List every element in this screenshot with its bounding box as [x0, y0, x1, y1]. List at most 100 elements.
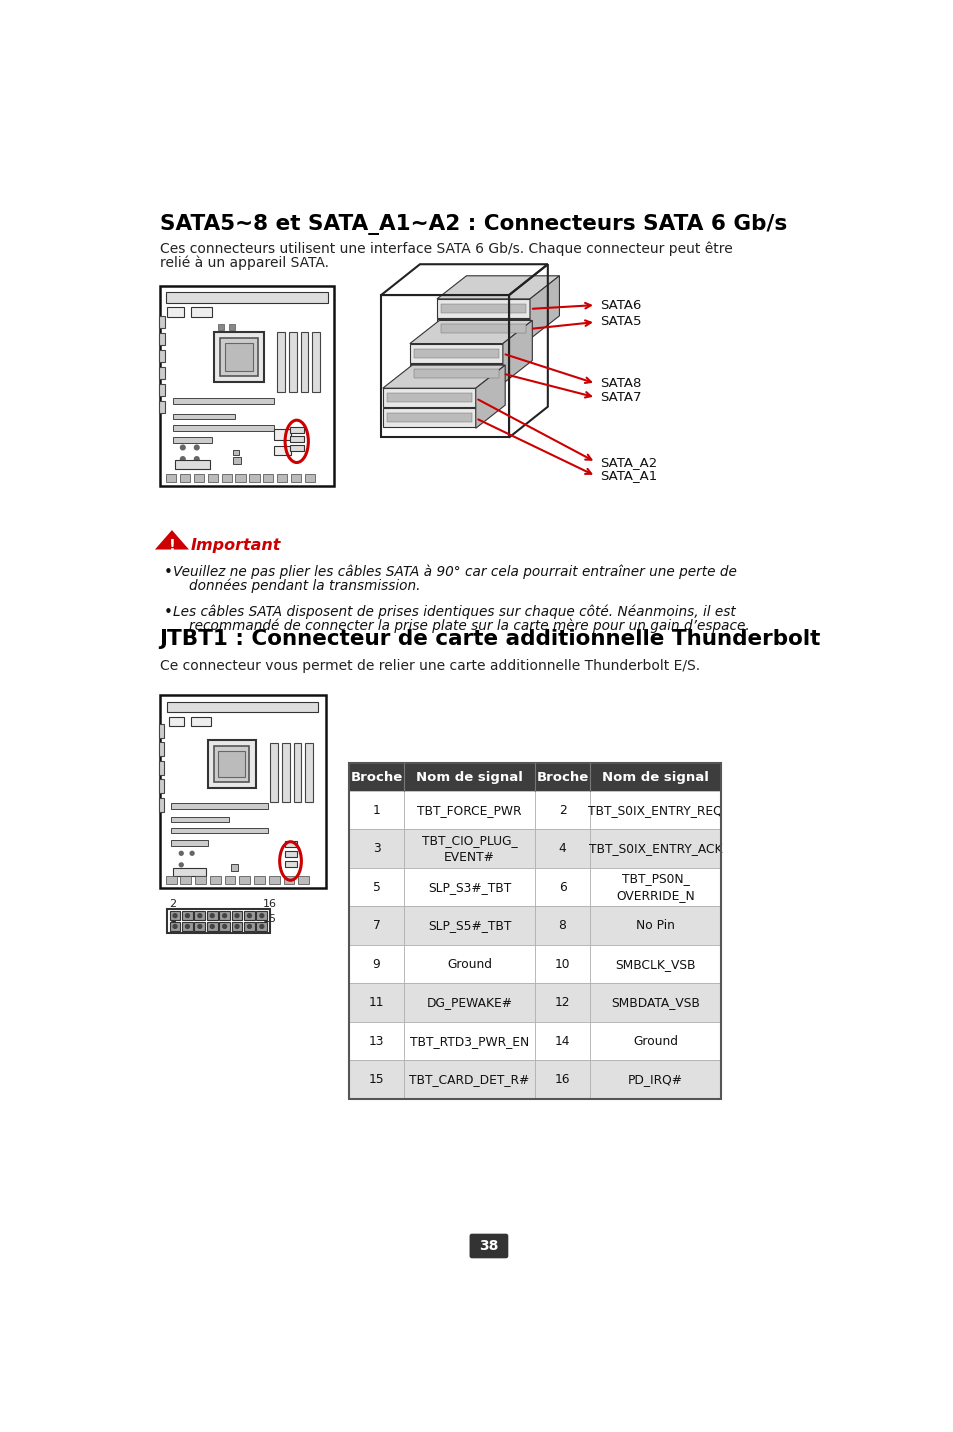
Bar [305, 743, 313, 802]
Bar [256, 911, 267, 921]
Text: 4: 4 [558, 842, 566, 855]
Bar [348, 906, 404, 945]
Bar [158, 367, 165, 379]
Bar [233, 450, 238, 455]
Text: 15: 15 [262, 914, 276, 924]
Bar [290, 427, 303, 432]
Text: 7: 7 [373, 919, 380, 932]
Text: 12: 12 [555, 997, 570, 1010]
Bar [590, 790, 720, 829]
Circle shape [210, 925, 214, 928]
Bar [180, 876, 192, 884]
Bar [590, 763, 720, 790]
Bar [414, 368, 498, 378]
Text: Broche: Broche [350, 770, 402, 783]
Polygon shape [382, 408, 476, 428]
Bar [208, 740, 255, 788]
Bar [179, 474, 190, 483]
Circle shape [172, 914, 177, 918]
Bar [170, 911, 180, 921]
Text: !: ! [169, 540, 175, 554]
Bar [256, 922, 267, 931]
Text: SMBDATA_VSB: SMBDATA_VSB [611, 997, 700, 1010]
Bar [404, 763, 534, 790]
Text: 11: 11 [369, 997, 384, 1010]
Circle shape [197, 925, 202, 928]
Polygon shape [410, 364, 502, 382]
Bar [158, 742, 164, 756]
Bar [169, 717, 184, 726]
Text: 9: 9 [373, 958, 380, 971]
Bar [404, 1061, 534, 1098]
Bar [158, 332, 165, 345]
Text: Veuillez ne pas plier les câbles SATA à 90° car cela pourrait entraîner une pert: Veuillez ne pas plier les câbles SATA à … [173, 564, 737, 579]
Bar [174, 460, 210, 470]
Bar [291, 474, 301, 483]
Bar [159, 696, 326, 888]
Bar [158, 401, 165, 412]
Bar [167, 909, 270, 934]
Text: SLP_S3#_TBT: SLP_S3#_TBT [428, 881, 511, 894]
Bar [348, 790, 404, 829]
Bar [191, 308, 212, 316]
Text: SATA_A2: SATA_A2 [599, 455, 657, 468]
Bar [239, 876, 250, 884]
Bar [159, 286, 334, 485]
Text: 10: 10 [555, 958, 570, 971]
Text: recommandé de connecter la prise plate sur la carte mère pour un gain d’espace.: recommandé de connecter la prise plate s… [189, 619, 749, 633]
Bar [348, 868, 404, 906]
Text: SLP_S5#_TBT: SLP_S5#_TBT [427, 919, 511, 932]
Text: SATA5~8 et SATA_A1~A2 : Connecteurs SATA 6 Gb/s: SATA5~8 et SATA_A1~A2 : Connecteurs SATA… [159, 213, 786, 235]
Bar [534, 984, 590, 1022]
Bar [208, 474, 217, 483]
Bar [231, 863, 237, 871]
Bar [244, 911, 254, 921]
Bar [298, 876, 309, 884]
Bar [158, 798, 164, 812]
Text: 1: 1 [373, 803, 380, 816]
Circle shape [180, 457, 185, 461]
Bar [173, 438, 212, 442]
Bar [158, 384, 165, 395]
Bar [232, 911, 242, 921]
Text: 16: 16 [262, 899, 276, 909]
Text: •: • [163, 564, 172, 580]
Circle shape [259, 925, 264, 928]
Text: Ce connecteur vous permet de relier une carte additionnelle Thunderbolt E/S.: Ce connecteur vous permet de relier une … [159, 659, 699, 673]
Bar [348, 763, 720, 1098]
Bar [283, 876, 294, 884]
Bar [194, 922, 205, 931]
Circle shape [190, 852, 193, 855]
Bar [207, 911, 217, 921]
Bar [233, 457, 241, 464]
Polygon shape [410, 321, 532, 344]
Text: JTBT1 : Connecteur de carte additionnelle Thunderbolt: JTBT1 : Connecteur de carte additionnell… [159, 630, 821, 649]
Bar [191, 717, 211, 726]
Bar [167, 308, 184, 316]
Bar [534, 1061, 590, 1098]
Text: 8: 8 [558, 919, 566, 932]
Bar [170, 922, 180, 931]
Bar [404, 868, 534, 906]
Text: 14: 14 [555, 1035, 570, 1048]
Bar [195, 876, 206, 884]
Bar [207, 922, 217, 931]
Bar [534, 868, 590, 906]
Circle shape [247, 925, 252, 928]
Text: 2: 2 [170, 899, 176, 909]
Bar [171, 828, 268, 833]
Polygon shape [410, 344, 502, 362]
Circle shape [234, 925, 239, 928]
Text: TBT_S0IX_ENTRY_REQ: TBT_S0IX_ENTRY_REQ [588, 803, 722, 816]
Polygon shape [382, 388, 476, 408]
Circle shape [259, 914, 264, 918]
Text: Important: Important [191, 537, 280, 553]
Bar [166, 474, 175, 483]
Text: •: • [163, 604, 172, 620]
Circle shape [185, 914, 190, 918]
Bar [590, 945, 720, 984]
Bar [166, 876, 176, 884]
Bar [590, 984, 720, 1022]
Circle shape [185, 925, 190, 928]
Bar [404, 790, 534, 829]
